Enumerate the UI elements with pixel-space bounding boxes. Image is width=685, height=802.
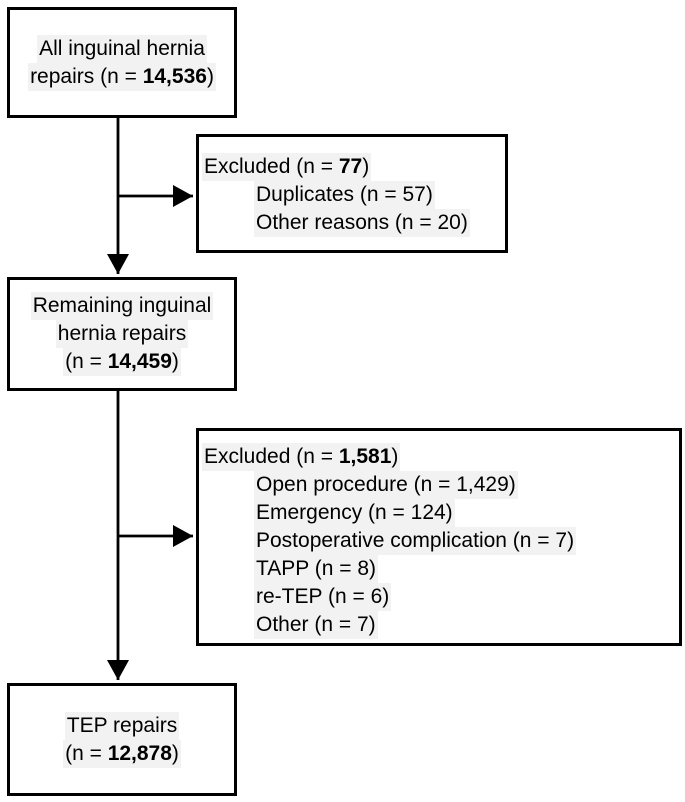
node-remaining-inguinal-hernia-repairs: Remaining inguinal hernia repairs (n = 1… bbox=[7, 277, 237, 391]
node-text: (n = 14,459) bbox=[63, 348, 181, 376]
node-text-line: (n = 12,878) bbox=[63, 739, 181, 768]
excluded-items: Duplicates (n = 57) Other reasons (n = 2… bbox=[202, 181, 501, 237]
node-text: All inguinal hernia bbox=[37, 34, 207, 63]
node-text: hernia repairs bbox=[55, 320, 189, 348]
node-text: (n = 12,878) bbox=[63, 739, 181, 768]
excluded-title: Excluded (n = 77) bbox=[202, 153, 501, 181]
node-text-line: (n = 14,459) bbox=[63, 348, 181, 376]
n-value: 14,536 bbox=[142, 64, 207, 88]
node-text: repairs (n = 14,536) bbox=[28, 62, 216, 91]
node-text-line: All inguinal hernia bbox=[37, 34, 207, 63]
node-text: Excluded (n = 77) bbox=[202, 153, 372, 181]
excluded-title: Excluded (n = 1,581) bbox=[202, 443, 675, 471]
node-text: Remaining inguinal bbox=[30, 292, 214, 320]
excluded-item: Emergency (n = 124) bbox=[254, 499, 675, 527]
excluded-item: Postoperative complication (n = 7) bbox=[254, 527, 675, 555]
node-text-line: hernia repairs bbox=[55, 320, 189, 348]
excluded-items: Open procedure (n = 1,429) Emergency (n … bbox=[202, 471, 675, 639]
node-excluded-second: Excluded (n = 1,581) Open procedure (n =… bbox=[196, 428, 682, 646]
n-value: 1,581 bbox=[338, 445, 392, 468]
excluded-item: Duplicates (n = 57) bbox=[254, 181, 501, 209]
excluded-item: re-TEP (n = 6) bbox=[254, 583, 675, 611]
node-text-line: repairs (n = 14,536) bbox=[28, 62, 216, 91]
node-text: TEP repairs bbox=[64, 711, 180, 740]
excluded-item: Other (n = 7) bbox=[254, 611, 675, 639]
node-all-inguinal-hernia-repairs: All inguinal hernia repairs (n = 14,536) bbox=[7, 7, 237, 118]
n-value: 12,878 bbox=[107, 741, 172, 765]
n-value: 77 bbox=[338, 155, 363, 178]
node-tep-repairs: TEP repairs (n = 12,878) bbox=[7, 683, 237, 796]
node-text: Excluded (n = 1,581) bbox=[202, 443, 401, 471]
excluded-item: Other reasons (n = 20) bbox=[254, 209, 501, 237]
excluded-item: Open procedure (n = 1,429) bbox=[254, 471, 675, 499]
n-value: 14,459 bbox=[107, 350, 172, 373]
node-text-line: TEP repairs bbox=[64, 711, 180, 740]
node-text-line: Remaining inguinal bbox=[30, 292, 214, 320]
node-excluded-first: Excluded (n = 77) Duplicates (n = 57) Ot… bbox=[196, 134, 508, 253]
excluded-item: TAPP (n = 8) bbox=[254, 555, 675, 583]
